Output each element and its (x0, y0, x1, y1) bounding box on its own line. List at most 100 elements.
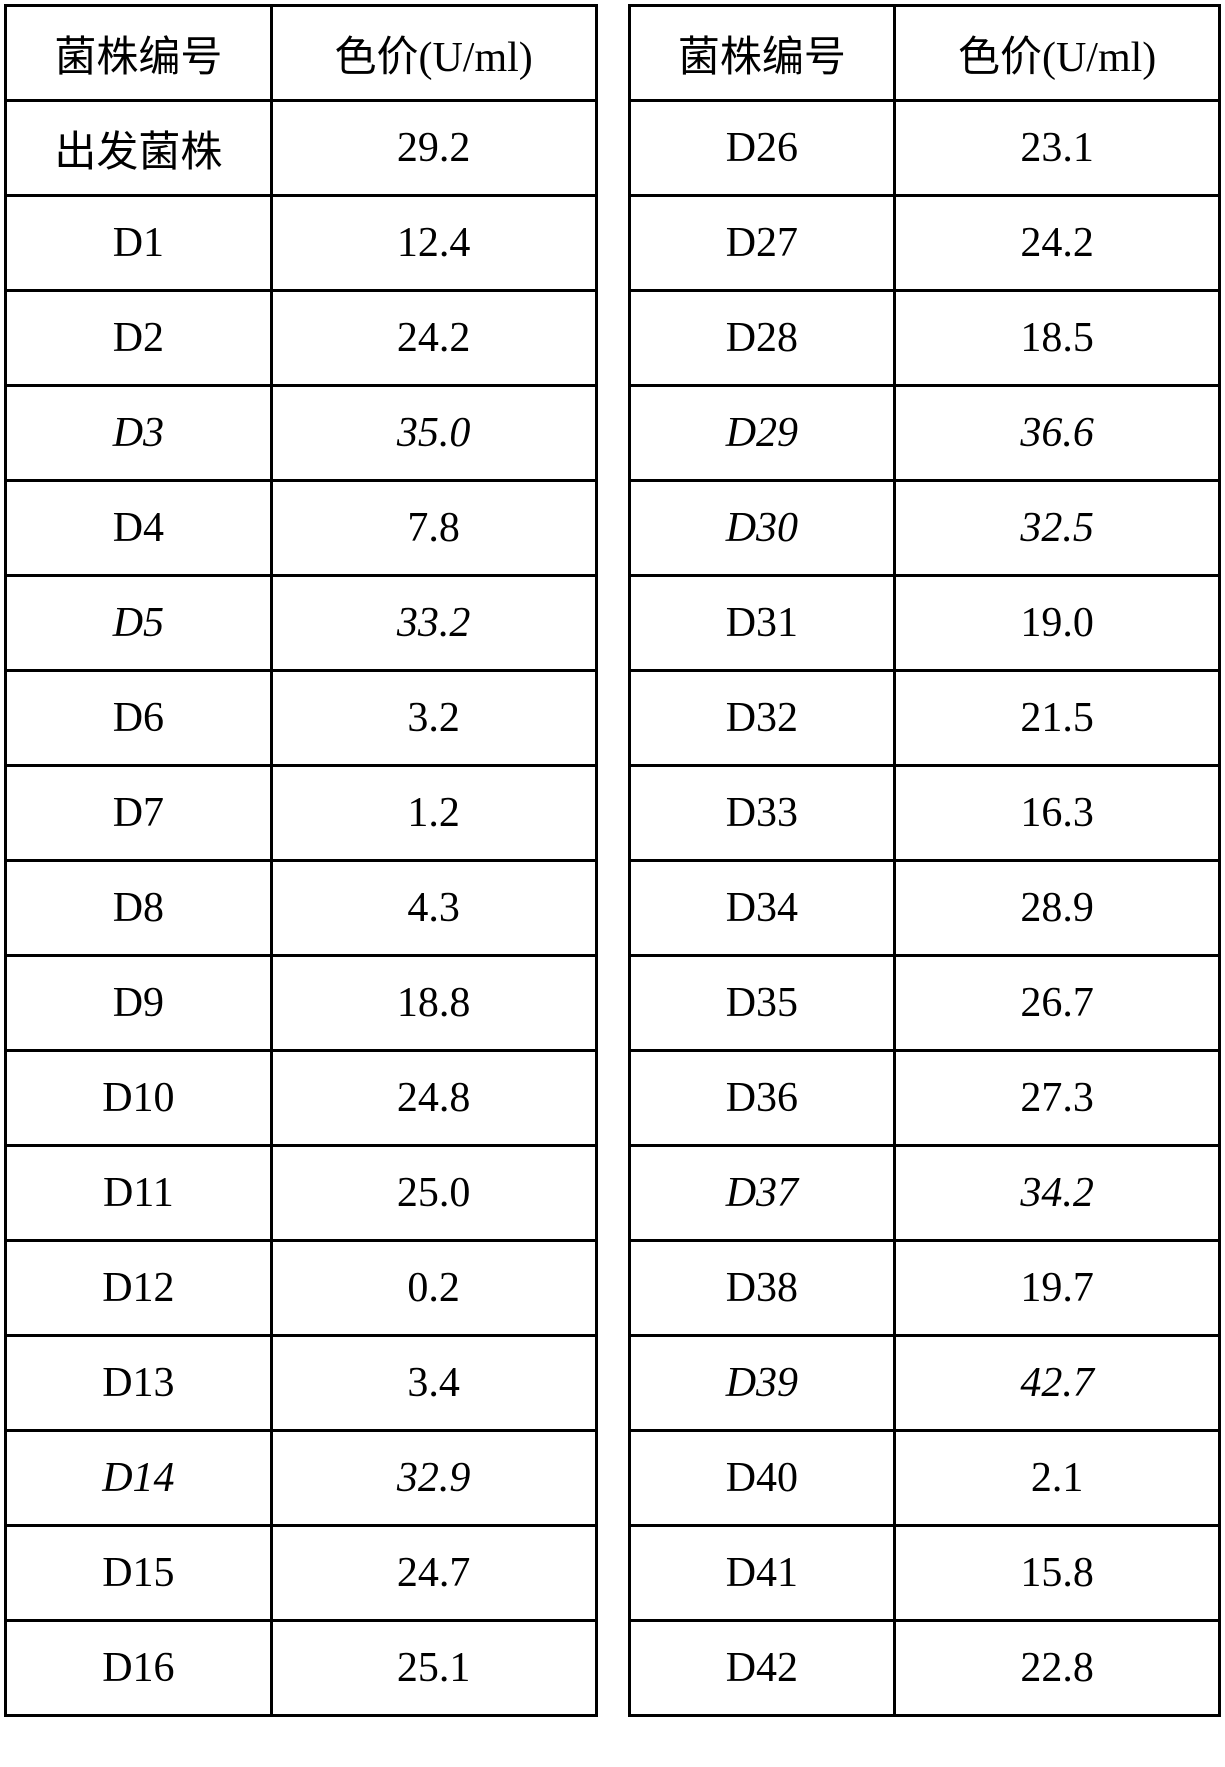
cell-value: 3.2 (271, 671, 596, 766)
table-row: D4222.8 (629, 1621, 1220, 1716)
cell-value: 29.2 (271, 101, 596, 196)
cell-value: 0.2 (271, 1241, 596, 1336)
cell-strain: D7 (6, 766, 272, 861)
page-wrap: 菌株编号 色价(U/ml) 出发菌株29.2D112.4D224.2D335.0… (0, 0, 1225, 1721)
cell-value: 26.7 (895, 956, 1220, 1051)
cell-value: 18.5 (895, 291, 1220, 386)
table-row: D47.8 (6, 481, 597, 576)
col-header-value: 色价(U/ml) (895, 6, 1220, 101)
right-data-table: 菌株编号 色价(U/ml) D2623.1D2724.2D2818.5D2936… (628, 4, 1222, 1717)
table-row: D533.2 (6, 576, 597, 671)
table-row: D3221.5 (629, 671, 1220, 766)
table-row: D1024.8 (6, 1051, 597, 1146)
table-row: D3942.7 (629, 1336, 1220, 1431)
cell-value: 23.1 (895, 101, 1220, 196)
col-header-strain: 菌株编号 (629, 6, 895, 101)
cell-value: 28.9 (895, 861, 1220, 956)
cell-strain: D36 (629, 1051, 895, 1146)
cell-strain: D10 (6, 1051, 272, 1146)
table-row: D2936.6 (629, 386, 1220, 481)
table-row: D84.3 (6, 861, 597, 956)
cell-strain: D40 (629, 1431, 895, 1526)
cell-strain: D16 (6, 1621, 272, 1716)
cell-strain: D11 (6, 1146, 272, 1241)
cell-strain: D9 (6, 956, 272, 1051)
cell-strain: D38 (629, 1241, 895, 1336)
table-row: D918.8 (6, 956, 597, 1051)
cell-strain: D27 (629, 196, 895, 291)
cell-strain: D39 (629, 1336, 895, 1431)
cell-value: 7.8 (271, 481, 596, 576)
cell-strain: D30 (629, 481, 895, 576)
table-row: D1625.1 (6, 1621, 597, 1716)
cell-strain: D32 (629, 671, 895, 766)
table-row: D3032.5 (629, 481, 1220, 576)
cell-value: 24.2 (271, 291, 596, 386)
table-row: D1125.0 (6, 1146, 597, 1241)
table-row: D2724.2 (629, 196, 1220, 291)
cell-strain: D12 (6, 1241, 272, 1336)
table-row: D335.0 (6, 386, 597, 481)
cell-value: 2.1 (895, 1431, 1220, 1526)
cell-value: 24.8 (271, 1051, 596, 1146)
cell-strain: D34 (629, 861, 895, 956)
cell-strain: D35 (629, 956, 895, 1051)
table-row: D3734.2 (629, 1146, 1220, 1241)
table-row: D3119.0 (629, 576, 1220, 671)
cell-value: 15.8 (895, 1526, 1220, 1621)
cell-strain: D42 (629, 1621, 895, 1716)
cell-value: 24.2 (895, 196, 1220, 291)
table-row: D112.4 (6, 196, 597, 291)
cell-strain: D14 (6, 1431, 272, 1526)
cell-value: 25.1 (271, 1621, 596, 1716)
cell-value: 22.8 (895, 1621, 1220, 1716)
table-row: D71.2 (6, 766, 597, 861)
table-row: D2623.1 (629, 101, 1220, 196)
cell-value: 3.4 (271, 1336, 596, 1431)
table-row: D1432.9 (6, 1431, 597, 1526)
cell-strain: D41 (629, 1526, 895, 1621)
table-row: D3819.7 (629, 1241, 1220, 1336)
cell-value: 35.0 (271, 386, 596, 481)
cell-value: 19.0 (895, 576, 1220, 671)
cell-value: 4.3 (271, 861, 596, 956)
left-data-table: 菌株编号 色价(U/ml) 出发菌株29.2D112.4D224.2D335.0… (4, 4, 598, 1717)
column-gap (598, 4, 628, 1717)
cell-strain: D3 (6, 386, 272, 481)
cell-value: 32.9 (271, 1431, 596, 1526)
table-header-row: 菌株编号 色价(U/ml) (6, 6, 597, 101)
cell-value: 16.3 (895, 766, 1220, 861)
table-row: D2818.5 (629, 291, 1220, 386)
cell-strain: D31 (629, 576, 895, 671)
cell-value: 12.4 (271, 196, 596, 291)
cell-strain: D4 (6, 481, 272, 576)
table-row: D402.1 (629, 1431, 1220, 1526)
cell-value: 1.2 (271, 766, 596, 861)
table-row: D1524.7 (6, 1526, 597, 1621)
cell-strain: D29 (629, 386, 895, 481)
cell-strain: D33 (629, 766, 895, 861)
table-row: D4115.8 (629, 1526, 1220, 1621)
table-row: D63.2 (6, 671, 597, 766)
cell-value: 42.7 (895, 1336, 1220, 1431)
cell-strain: D26 (629, 101, 895, 196)
cell-value: 27.3 (895, 1051, 1220, 1146)
table-row: 出发菌株29.2 (6, 101, 597, 196)
cell-value: 36.6 (895, 386, 1220, 481)
table-row: D3627.3 (629, 1051, 1220, 1146)
cell-strain: D13 (6, 1336, 272, 1431)
cell-strain: D28 (629, 291, 895, 386)
cell-value: 18.8 (271, 956, 596, 1051)
table-header-row: 菌株编号 色价(U/ml) (629, 6, 1220, 101)
table-row: D3526.7 (629, 956, 1220, 1051)
table-row: D3316.3 (629, 766, 1220, 861)
col-header-strain: 菌株编号 (6, 6, 272, 101)
outer-layout-table: 菌株编号 色价(U/ml) 出发菌株29.2D112.4D224.2D335.0… (4, 4, 1221, 1717)
cell-strain: 出发菌株 (6, 101, 272, 196)
cell-strain: D1 (6, 196, 272, 291)
cell-value: 25.0 (271, 1146, 596, 1241)
left-column: 菌株编号 色价(U/ml) 出发菌株29.2D112.4D224.2D335.0… (4, 4, 598, 1717)
cell-strain: D37 (629, 1146, 895, 1241)
table-row: D120.2 (6, 1241, 597, 1336)
cell-strain: D6 (6, 671, 272, 766)
